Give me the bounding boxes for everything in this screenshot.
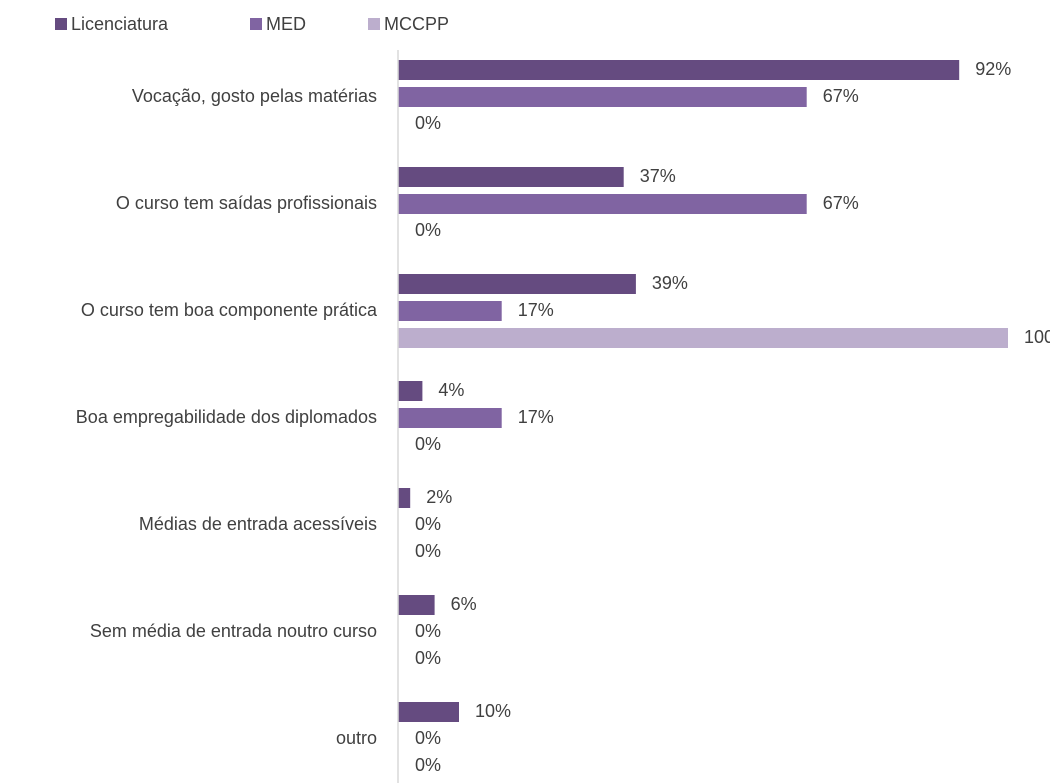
- category-label: Sem média de entrada noutro curso: [90, 621, 377, 641]
- bar: [398, 301, 502, 321]
- legend-label: MED: [266, 14, 306, 34]
- category-label: O curso tem saídas profissionais: [116, 193, 377, 213]
- bar: [398, 488, 411, 508]
- data-label: 0%: [415, 728, 441, 748]
- bar: [398, 702, 459, 722]
- data-label: 4%: [438, 380, 464, 400]
- data-label: 100%: [1024, 327, 1050, 347]
- legend-label: MCCPP: [384, 14, 449, 34]
- legend-swatch: [368, 18, 380, 30]
- data-label: 92%: [975, 59, 1011, 79]
- bar: [398, 60, 960, 80]
- data-label: 0%: [415, 220, 441, 240]
- data-label: 39%: [652, 273, 688, 293]
- bar: [398, 194, 807, 214]
- category-label: Boa empregabilidade dos diplomados: [76, 407, 377, 427]
- data-label: 37%: [640, 166, 676, 186]
- category-label: Médias de entrada acessíveis: [139, 514, 377, 534]
- legend-swatch: [55, 18, 67, 30]
- bar: [398, 274, 636, 294]
- bar: [398, 408, 502, 428]
- data-label: 67%: [823, 86, 859, 106]
- category-label: outro: [336, 728, 377, 748]
- legend-label: Licenciatura: [71, 14, 169, 34]
- bar: [398, 595, 435, 615]
- bar: [398, 381, 423, 401]
- data-label: 0%: [415, 755, 441, 775]
- data-label: 10%: [475, 701, 511, 721]
- data-label: 17%: [518, 407, 554, 427]
- data-label: 0%: [415, 113, 441, 133]
- category-label: O curso tem boa componente prática: [81, 300, 378, 320]
- data-label: 0%: [415, 434, 441, 454]
- legend-swatch: [250, 18, 262, 30]
- data-label: 0%: [415, 621, 441, 641]
- data-label: 0%: [415, 514, 441, 534]
- data-label: 17%: [518, 300, 554, 320]
- bar: [398, 87, 807, 107]
- data-label: 0%: [415, 648, 441, 668]
- data-label: 67%: [823, 193, 859, 213]
- data-label: 2%: [426, 487, 452, 507]
- data-label: 0%: [415, 541, 441, 561]
- bar: [398, 328, 1008, 348]
- bar: [398, 167, 624, 187]
- data-label: 6%: [451, 594, 477, 614]
- category-label: Vocação, gosto pelas matérias: [132, 86, 377, 106]
